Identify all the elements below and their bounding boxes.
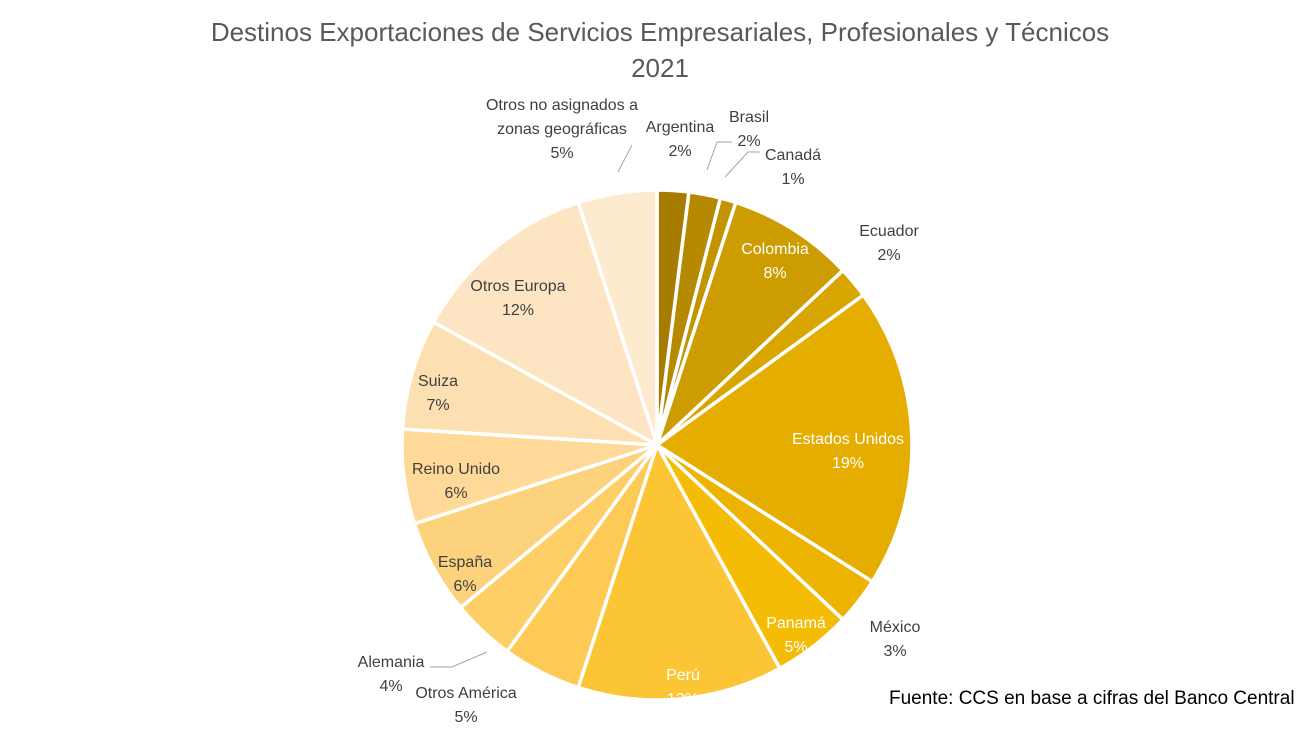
slice-label-otros-no-asignados-a-zonas-geograficas: Otros no asignados a zonas geográficas 5%: [486, 97, 638, 162]
slice-value-label: 6%: [444, 485, 467, 502]
slice-name-label: Alemania: [358, 654, 425, 671]
slice-label-reino-unido: Reino Unido 6%: [412, 461, 500, 502]
slice-name-label: Otros América: [415, 685, 516, 702]
slice-label-ecuador: Ecuador 2%: [859, 223, 919, 264]
slice-name-label: España: [438, 554, 492, 571]
slice-name-label: zonas geográficas: [497, 121, 627, 138]
slice-value-label: 5%: [454, 709, 477, 726]
slice-label-panama: Panamá 5%: [766, 615, 826, 656]
slice-label-espana: España 6%: [438, 554, 492, 595]
slice-label-otros-america: Otros América 5%: [415, 685, 516, 726]
pie-slice-suiza: [400, 320, 659, 447]
slice-label-alemania: Alemania 4%: [358, 654, 425, 695]
slice-value-label: 2%: [877, 247, 900, 264]
slice-label-canada: Canadá 1%: [765, 147, 821, 188]
slice-name-label: Perú: [666, 667, 700, 684]
slice-name-label: Otros no asignados a: [486, 97, 638, 114]
slice-name-label: Suiza: [418, 373, 458, 390]
slice-name-label: Colombia: [741, 241, 809, 258]
slice-label-brasil: Brasil 2%: [729, 109, 769, 150]
slice-name-label: Reino Unido: [412, 461, 500, 478]
source-note: Fuente: CCS en base a cifras del Banco C…: [889, 688, 1295, 709]
leader-line-brasil: [706, 141, 732, 171]
slice-value-label: 6%: [453, 578, 476, 595]
pie-slices: [400, 188, 914, 702]
slice-name-label: Brasil: [729, 109, 769, 126]
leader-line-alemania: [430, 651, 488, 668]
slice-name-label: Ecuador: [859, 223, 919, 240]
chart-title-year: 2021: [631, 53, 689, 83]
slice-name-label: Estados Unidos: [792, 431, 904, 448]
slice-value-label: 2%: [668, 143, 691, 160]
slice-value-label: 5%: [784, 639, 807, 656]
slice-label-peru: Perú 13%: [666, 667, 700, 708]
slice-value-label: 8%: [763, 265, 786, 282]
slice-label-estados-unidos: Estados Unidos 19%: [792, 431, 904, 472]
slice-label-suiza: Suiza 7%: [418, 373, 458, 414]
slice-name-label: México: [870, 619, 921, 636]
slice-value-label: 5%: [550, 145, 573, 162]
slice-value-label: 3%: [883, 643, 906, 660]
slice-value-label: 12%: [502, 302, 534, 319]
slice-name-label: Argentina: [646, 119, 715, 136]
chart-title: Destinos Exportaciones de Servicios Empr…: [0, 14, 1315, 86]
pie-slice-otros-europa: [431, 200, 659, 447]
slice-name-label: Canadá: [765, 147, 821, 164]
chart-title-main: Destinos Exportaciones de Servicios Empr…: [210, 17, 1110, 47]
slice-label-mexico: México 3%: [870, 619, 921, 660]
leader-line-otros-no-asignados-a-zonas-geograficas: [617, 144, 633, 173]
leader-lines: [430, 141, 760, 668]
slice-label-colombia: Colombia 8%: [741, 241, 809, 282]
slice-labels: Argentina 2% Brasil 2% Canadá 1% Colombia 8% Ecu…: [358, 97, 921, 726]
slice-value-label: 7%: [426, 397, 449, 414]
slice-label-otros-europa: Otros Europa 12%: [470, 278, 565, 319]
slice-name-label: Otros Europa: [470, 278, 565, 295]
slice-value-label: 19%: [832, 455, 864, 472]
pie-slice-peru: [576, 443, 782, 702]
pie-slice-estados-unidos: [655, 293, 914, 584]
slice-name-label: Panamá: [766, 615, 826, 632]
pie-slice-colombia: [655, 200, 845, 447]
leader-line-canada: [724, 151, 760, 178]
slice-value-label: 13%: [667, 691, 699, 708]
slice-label-argentina: Argentina 2%: [646, 119, 715, 160]
slice-value-label: 1%: [781, 171, 804, 188]
slice-value-label: 4%: [379, 678, 402, 695]
slice-value-label: 2%: [737, 133, 760, 150]
pie-slice-otros-no-asignados-a-zonas-geograficas: [576, 188, 659, 447]
